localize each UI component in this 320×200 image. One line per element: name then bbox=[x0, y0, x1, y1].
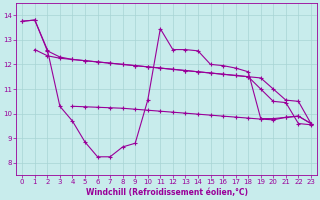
X-axis label: Windchill (Refroidissement éolien,°C): Windchill (Refroidissement éolien,°C) bbox=[85, 188, 248, 197]
